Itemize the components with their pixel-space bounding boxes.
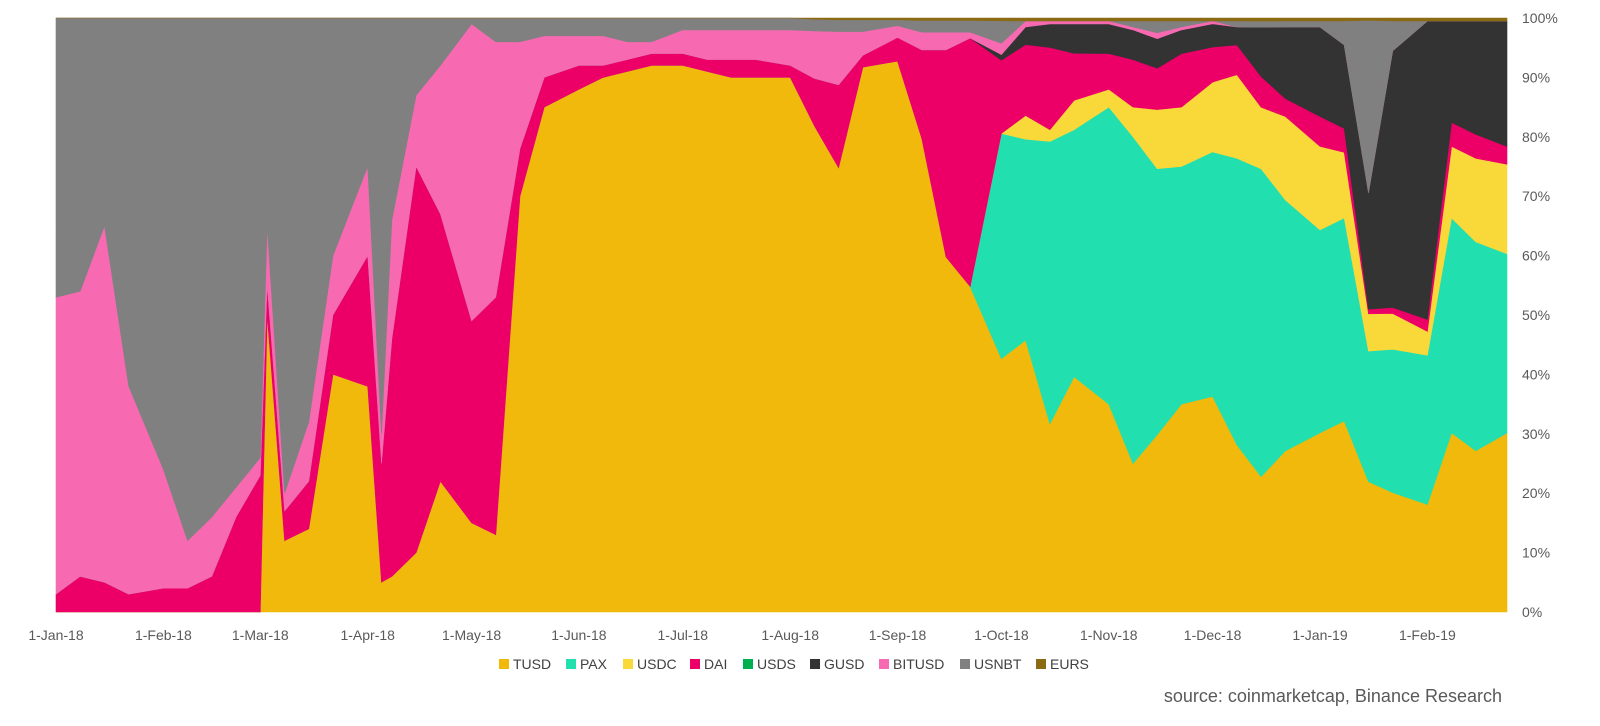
x-tick-label: 1-Jun-18	[551, 627, 606, 643]
x-tick-label: 1-Jan-18	[28, 627, 83, 643]
x-tick-label: 1-Apr-18	[340, 627, 395, 643]
y-tick-label: 30%	[1522, 426, 1550, 442]
legend-label: USNBT	[974, 656, 1022, 672]
y-axis-ticks: 0% 10% 20% 30% 40% 50% 60% 70% 80% 90% 100%	[1522, 10, 1558, 620]
legend-swatch	[566, 659, 576, 669]
x-tick-label: 1-Nov-18	[1080, 627, 1138, 643]
legend-swatch	[879, 659, 889, 669]
legend-label: EURS	[1050, 656, 1089, 672]
legend-swatch	[623, 659, 633, 669]
legend-label: GUSD	[824, 656, 864, 672]
y-tick-label: 10%	[1522, 545, 1550, 561]
legend-item-usds: USDS	[743, 656, 796, 672]
x-tick-label: 1-Aug-18	[761, 627, 819, 643]
x-axis-ticks: 1-Jan-18 1-Feb-18 1-Mar-18 1-Apr-18 1-May-18…	[28, 627, 1456, 643]
x-tick-label: 1-Feb-19	[1399, 627, 1456, 643]
x-tick-label: 1-Oct-18	[974, 627, 1029, 643]
legend-swatch	[499, 659, 509, 669]
x-tick-label: 1-Dec-18	[1184, 627, 1242, 643]
legend-item-dai: DAI	[690, 656, 727, 672]
y-tick-label: 70%	[1522, 188, 1550, 204]
legend-item-gusd: GUSD	[810, 656, 864, 672]
legend-item-bitusd: BITUSD	[879, 656, 944, 672]
y-tick-label: 90%	[1522, 69, 1550, 85]
legend-swatch	[1036, 659, 1046, 669]
y-tick-label: 80%	[1522, 129, 1550, 145]
legend-label: BITUSD	[893, 656, 944, 672]
source-note: source: coinmarketcap, Binance Research	[1163, 686, 1502, 706]
legend-label: DAI	[704, 656, 727, 672]
legend-swatch	[690, 659, 700, 669]
x-tick-label: 1-Sep-18	[869, 627, 927, 643]
legend-label: USDS	[757, 656, 796, 672]
area-eurs	[56, 17, 1508, 22]
y-tick-label: 20%	[1522, 485, 1550, 501]
legend-label: PAX	[580, 656, 608, 672]
legend-item-usdc: USDC	[623, 656, 677, 672]
legend-label: USDC	[637, 656, 677, 672]
x-tick-label: 1-Jan-19	[1292, 627, 1347, 643]
x-tick-label: 1-May-18	[442, 627, 501, 643]
x-tick-label: 1-Feb-18	[135, 627, 192, 643]
legend-item-tusd: TUSD	[499, 656, 551, 672]
legend-item-usnbt: USNBT	[960, 656, 1022, 672]
legend-item-pax: PAX	[566, 656, 608, 672]
legend-swatch	[743, 659, 753, 669]
legend-item-eurs: EURS	[1036, 656, 1089, 672]
y-tick-label: 40%	[1522, 366, 1550, 382]
y-tick-label: 50%	[1522, 307, 1550, 323]
legend-swatch	[960, 659, 970, 669]
y-tick-label: 100%	[1522, 10, 1558, 26]
y-tick-label: 0%	[1522, 604, 1542, 620]
legend-label: TUSD	[513, 656, 551, 672]
legend-swatch	[810, 659, 820, 669]
legend: TUSD PAX USDC DAI USDS GUSD BITUSD USNBT EURS	[499, 656, 1089, 672]
stacked-areas	[55, 17, 1508, 613]
x-tick-label: 1-Mar-18	[232, 627, 289, 643]
x-tick-label: 1-Jul-18	[658, 627, 709, 643]
y-tick-label: 60%	[1522, 248, 1550, 264]
